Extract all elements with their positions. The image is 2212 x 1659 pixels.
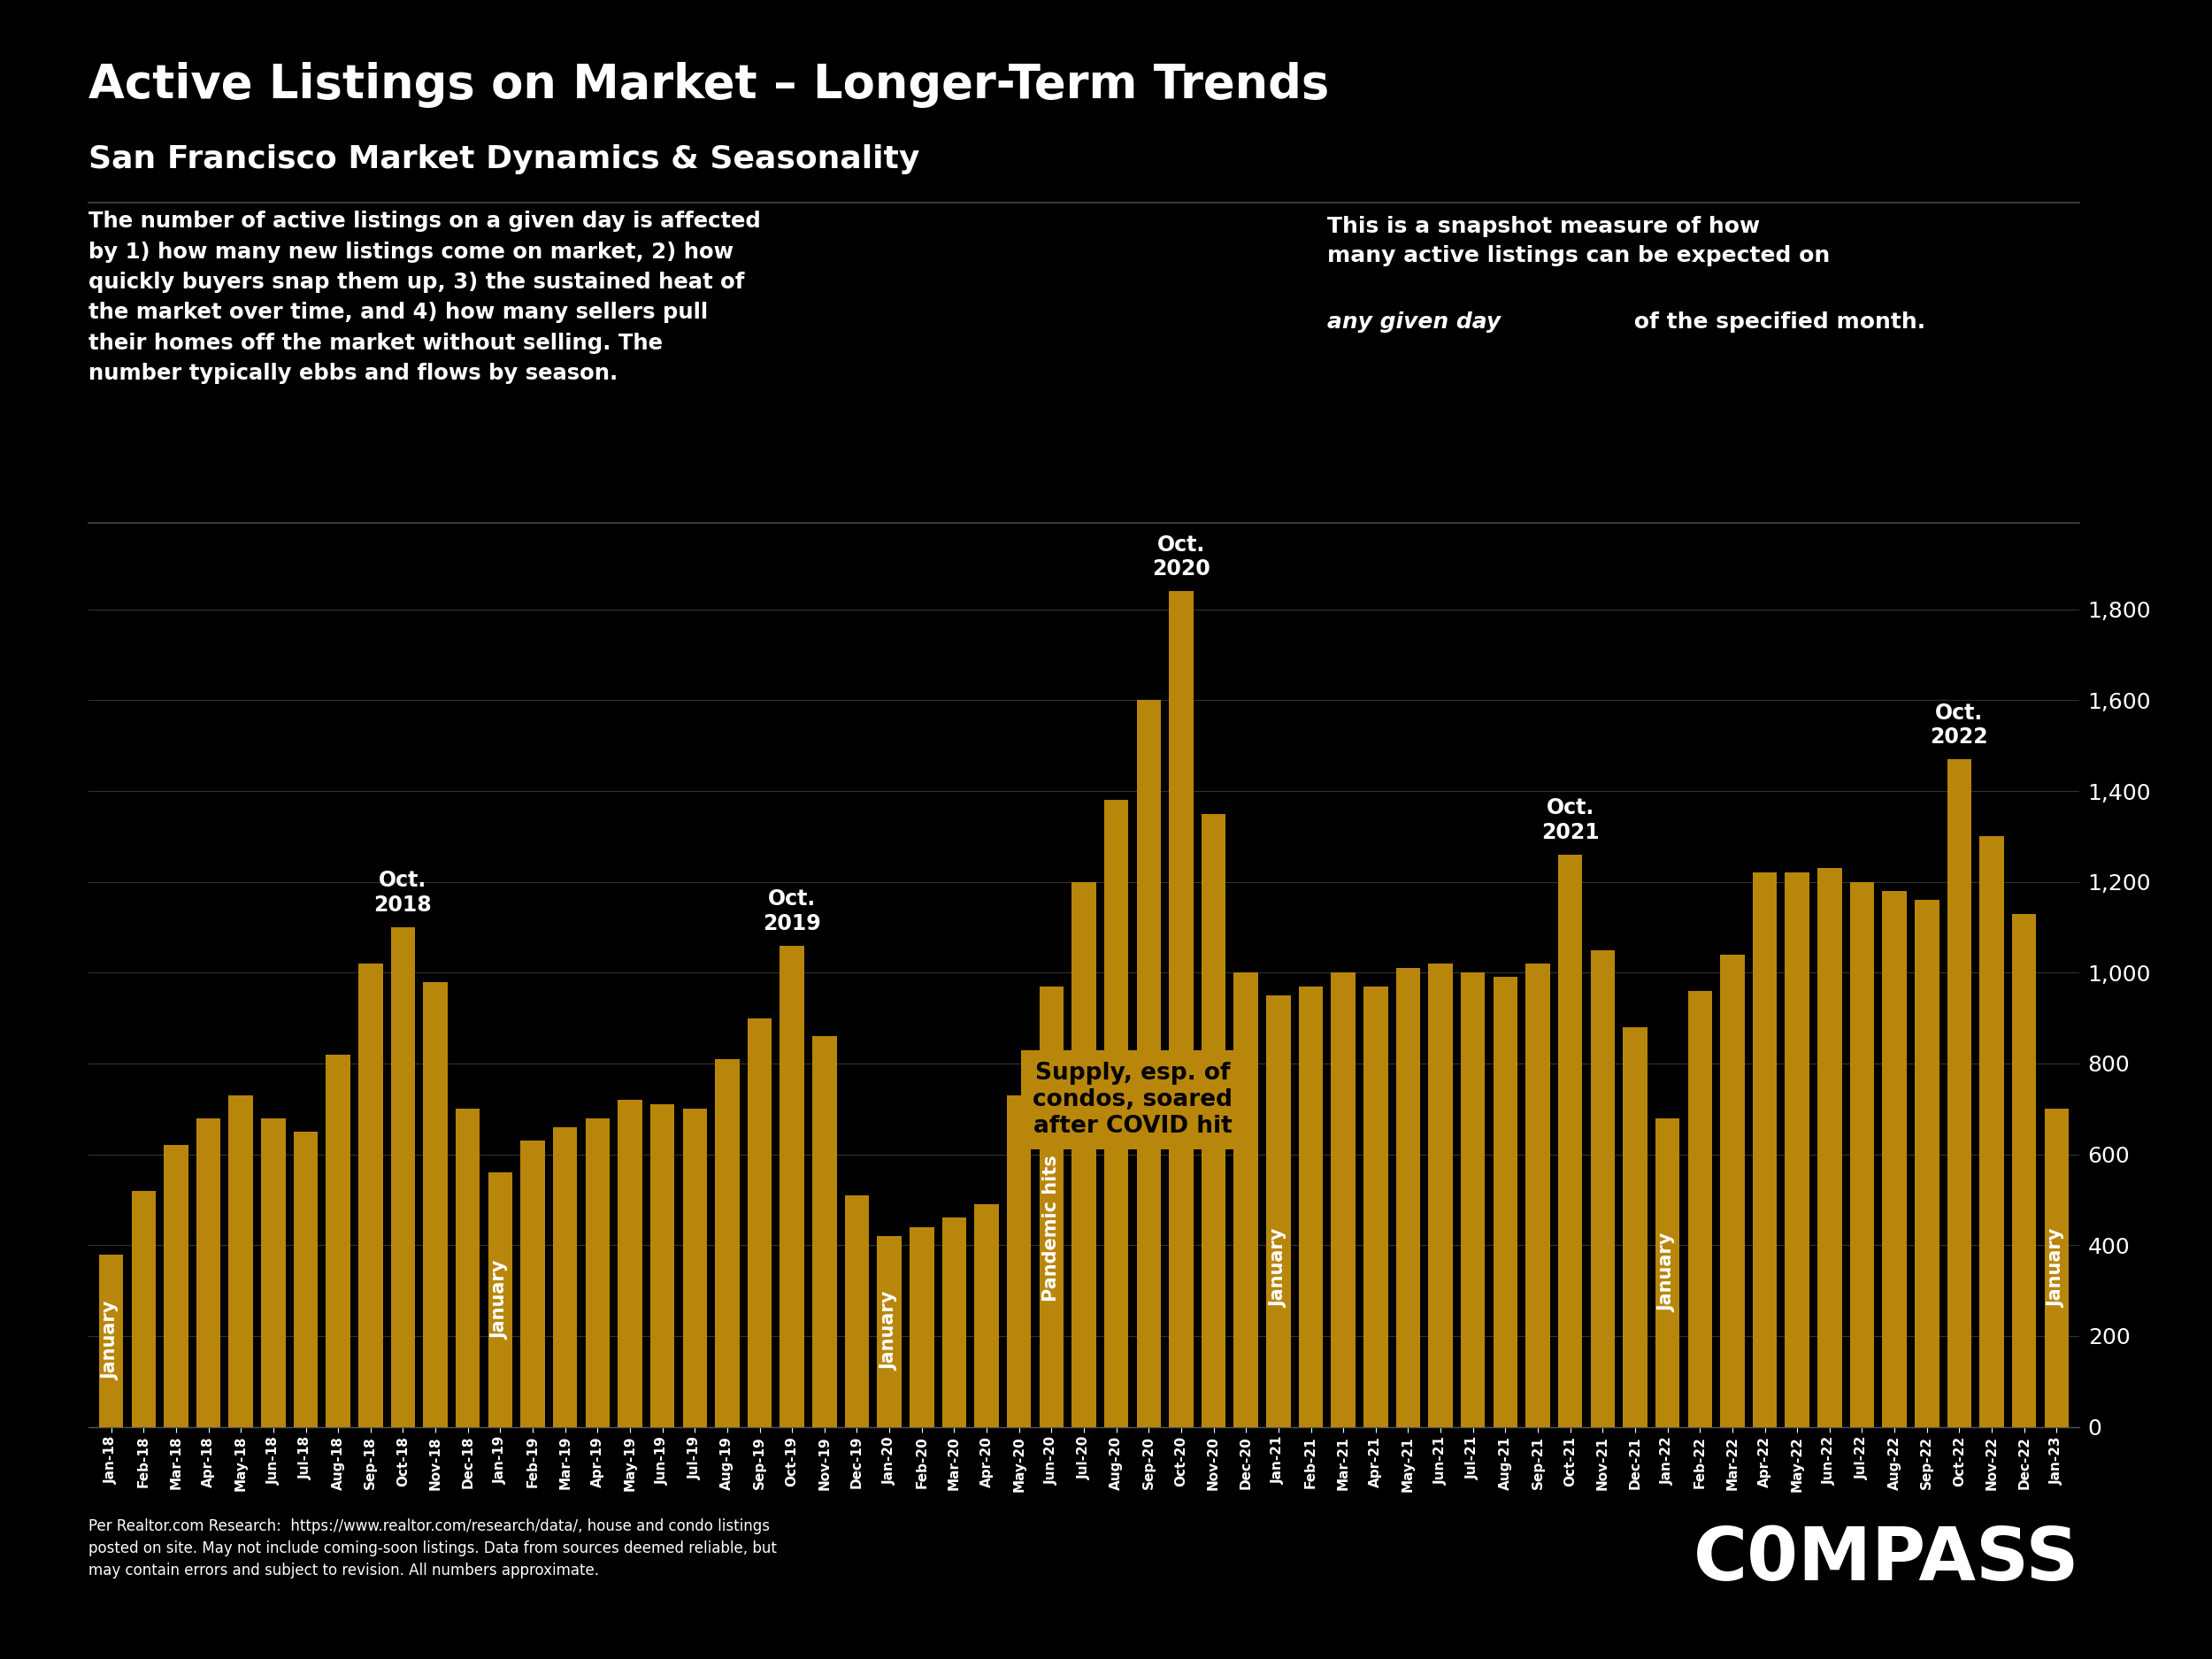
Bar — [1201, 815, 1225, 1427]
Bar — [650, 1105, 675, 1427]
Bar — [1234, 972, 1259, 1427]
Bar — [1363, 987, 1387, 1427]
Bar — [456, 1108, 480, 1427]
Bar — [975, 1204, 1000, 1427]
Bar — [878, 1236, 902, 1427]
Bar — [1916, 901, 1940, 1427]
Bar — [392, 927, 416, 1427]
Bar — [1721, 954, 1745, 1427]
Bar — [714, 1058, 739, 1427]
Text: Pandemic hits: Pandemic hits — [1042, 1155, 1060, 1302]
Bar — [1429, 964, 1453, 1427]
Bar — [1785, 873, 1809, 1427]
Bar — [1040, 987, 1064, 1427]
Bar — [1849, 883, 1874, 1427]
Bar — [1073, 883, 1095, 1427]
Bar — [1006, 1095, 1031, 1427]
Bar — [1947, 760, 1971, 1427]
Bar — [617, 1100, 641, 1427]
Bar — [845, 1194, 869, 1427]
Text: January: January — [880, 1292, 898, 1370]
Bar — [358, 964, 383, 1427]
Bar — [586, 1118, 611, 1427]
Text: Supply, esp. of
condos, soared
after COVID hit: Supply, esp. of condos, soared after COV… — [1033, 1062, 1232, 1138]
Text: Per Realtor.com Research:  https://www.realtor.com/research/data/, house and con: Per Realtor.com Research: https://www.re… — [88, 1518, 776, 1578]
Text: of the specified month.: of the specified month. — [1626, 312, 1924, 333]
Bar — [1460, 972, 1484, 1427]
Bar — [553, 1126, 577, 1427]
Bar — [1590, 951, 1615, 1427]
Bar — [164, 1145, 188, 1427]
Text: Oct.
2021: Oct. 2021 — [1542, 798, 1599, 843]
Text: Oct.
2018: Oct. 2018 — [374, 869, 431, 916]
Bar — [1688, 990, 1712, 1427]
Bar — [684, 1108, 708, 1427]
Text: Active Listings on Market – Longer-Term Trends: Active Listings on Market – Longer-Term … — [88, 61, 1329, 108]
Text: January: January — [491, 1261, 509, 1339]
Bar — [1332, 972, 1356, 1427]
Text: This is a snapshot measure of how
many active listings can be expected on: This is a snapshot measure of how many a… — [1327, 216, 1829, 267]
Bar — [1526, 964, 1551, 1427]
Bar — [131, 1191, 155, 1427]
Bar — [228, 1095, 252, 1427]
Bar — [422, 982, 447, 1427]
Bar — [909, 1228, 933, 1427]
Text: January: January — [1270, 1228, 1287, 1307]
Bar — [748, 1019, 772, 1427]
Bar — [100, 1254, 124, 1427]
Text: January: January — [102, 1301, 119, 1380]
Bar — [1396, 969, 1420, 1427]
Text: January: January — [1659, 1233, 1677, 1312]
Text: Oct.
2019: Oct. 2019 — [763, 888, 821, 934]
Bar — [1493, 977, 1517, 1427]
Bar — [1882, 891, 1907, 1427]
Bar — [942, 1218, 967, 1427]
Bar — [1298, 987, 1323, 1427]
Bar — [294, 1131, 319, 1427]
Bar — [1137, 700, 1161, 1427]
Bar — [1168, 591, 1192, 1427]
Bar — [1752, 873, 1776, 1427]
Bar — [2044, 1108, 2068, 1427]
Bar — [261, 1118, 285, 1427]
Text: C0MPASS: C0MPASS — [1692, 1523, 2079, 1596]
Bar — [1104, 800, 1128, 1427]
Text: Oct.
2020: Oct. 2020 — [1152, 534, 1210, 581]
Text: San Francisco Market Dynamics & Seasonality: San Francisco Market Dynamics & Seasonal… — [88, 144, 920, 174]
Bar — [2013, 914, 2037, 1427]
Bar — [1980, 836, 2004, 1427]
Text: The number of active listings on a given day is affected
by 1) how many new list: The number of active listings on a given… — [88, 211, 761, 385]
Bar — [1557, 854, 1582, 1427]
Text: Oct.
2022: Oct. 2022 — [1931, 702, 1989, 748]
Bar — [520, 1141, 544, 1427]
Bar — [812, 1037, 836, 1427]
Text: any given day: any given day — [1327, 312, 1500, 333]
Bar — [1624, 1027, 1648, 1427]
Bar — [1655, 1118, 1679, 1427]
Text: January: January — [2048, 1228, 2066, 1307]
Bar — [781, 946, 805, 1427]
Bar — [1818, 868, 1843, 1427]
Bar — [1265, 995, 1290, 1427]
Bar — [325, 1055, 349, 1427]
Bar — [197, 1118, 221, 1427]
Bar — [489, 1173, 513, 1427]
